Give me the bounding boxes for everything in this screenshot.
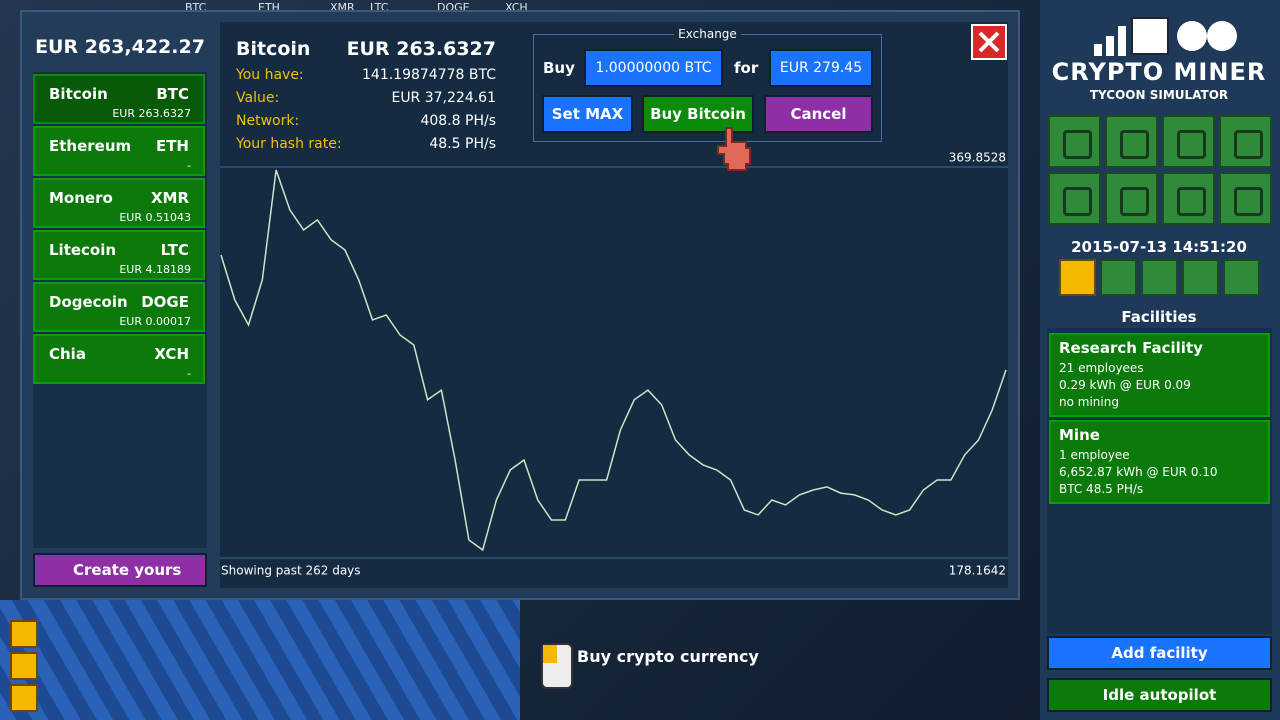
coin-title: Bitcoin <box>236 38 311 60</box>
coin-symbol: LTC <box>160 241 189 259</box>
coin-name: Chia <box>49 345 86 363</box>
tool-button[interactable] <box>10 652 38 680</box>
balance: EUR 263,422.27 <box>35 36 205 58</box>
coin-row[interactable]: Ethereum ETH - <box>33 126 205 176</box>
stat-label: Value: <box>236 90 280 106</box>
coin-symbol: XMR <box>150 189 189 207</box>
coin-price: EUR 263.6327 <box>112 107 191 120</box>
tool-button[interactable] <box>10 684 38 712</box>
speed-button[interactable] <box>1100 259 1137 296</box>
chart-caption: Showing past 262 days <box>221 564 361 578</box>
close-button[interactable] <box>971 24 1007 60</box>
cursor <box>717 127 751 171</box>
close-icon <box>978 31 1000 53</box>
coin-symbol: XCH <box>154 345 189 363</box>
coin-price: EUR 263.6327 <box>346 38 496 60</box>
datetime: 2015-07-13 14:51:20 <box>1071 238 1247 256</box>
price-chart: 369.8528 178.1642 Showing past 262 days <box>220 151 1008 578</box>
coin-row[interactable]: Litecoin LTC EUR 4.18189 <box>33 230 205 280</box>
coin-price: - <box>187 159 191 172</box>
mouse-button <box>543 645 557 663</box>
coin-symbol: DOGE <box>141 293 189 311</box>
add-facility-button[interactable]: Add facility <box>1047 636 1272 670</box>
for-label: for <box>734 59 759 77</box>
facility-line: 21 employees <box>1059 361 1144 375</box>
coin-name: Bitcoin <box>49 85 108 103</box>
stat-value: EUR 37,224.61 <box>391 90 496 106</box>
tool-button[interactable] <box>10 620 38 648</box>
toolbar <box>0 520 40 720</box>
coin-symbol: ETH <box>155 137 189 155</box>
coin-name: Dogecoin <box>49 293 128 311</box>
coin-name: Ethereum <box>49 137 132 155</box>
coin-price: EUR 0.51043 <box>119 211 191 224</box>
stat-value: 408.8 PH/s <box>420 113 496 129</box>
coin-list: Bitcoin BTC EUR 263.6327 Ethereum ETH - Mone… <box>33 72 207 548</box>
mouse-icon <box>541 643 573 689</box>
axis-max-label: 369.8528 <box>949 151 1006 165</box>
facility-line: 0.29 kWh @ EUR 0.09 <box>1059 378 1191 392</box>
hint: Buy crypto currency <box>577 647 759 666</box>
stat-label: Your hash rate: <box>236 136 342 152</box>
pause-button[interactable] <box>1059 259 1096 296</box>
coin-price: - <box>187 367 191 380</box>
marketing-button[interactable] <box>1105 172 1158 225</box>
stat-label: You have: <box>236 67 304 83</box>
logo-subtitle: TYCOON SIMULATOR <box>1089 88 1229 102</box>
coin-price: EUR 0.00017 <box>119 315 191 328</box>
coin-symbol: BTC <box>156 85 189 103</box>
shop-button[interactable] <box>1048 115 1101 168</box>
cancel-button[interactable]: Cancel <box>764 95 873 133</box>
facility-name: Research Facility <box>1059 339 1203 357</box>
exchange-title: Exchange <box>533 27 882 41</box>
price-line <box>220 169 1007 552</box>
coin-row[interactable]: Monero XMR EUR 0.51043 <box>33 178 205 228</box>
stat-value: 48.5 PH/s <box>429 136 496 152</box>
facility-card[interactable]: Mine 1 employee 6,652.87 kWh @ EUR 0.10 … <box>1049 420 1270 504</box>
server-racks <box>0 600 520 720</box>
axis-min-label: 178.1642 <box>949 564 1006 578</box>
coin-row[interactable]: Bitcoin BTC EUR 263.6327 <box>33 74 205 124</box>
coin-price: EUR 4.18189 <box>119 263 191 276</box>
coin-row[interactable]: Chia XCH - <box>33 334 205 384</box>
facility-line: no mining <box>1059 395 1119 409</box>
amount-input[interactable]: 1.00000000 BTC <box>584 49 723 87</box>
stat-label: Network: <box>236 113 300 129</box>
facility-name: Mine <box>1059 426 1100 444</box>
phone-button[interactable] <box>1219 115 1272 168</box>
research-button[interactable] <box>1162 172 1215 225</box>
logo-art <box>1094 17 1237 56</box>
logo-title: CRYPTO MINER <box>1051 58 1267 86</box>
button-label: Create yours <box>73 561 182 579</box>
speed-button[interactable] <box>1223 259 1260 296</box>
buy-button[interactable]: Buy Bitcoin <box>642 95 754 133</box>
facilities-title: Facilities <box>1121 308 1197 326</box>
cost-input[interactable]: EUR 279.45 <box>769 49 873 87</box>
settings-button[interactable] <box>1219 172 1272 225</box>
stat-value: 141.19874778 BTC <box>362 67 496 83</box>
coin-name: Monero <box>49 189 113 207</box>
facility-line: 1 employee <box>1059 448 1130 462</box>
facility-line: BTC 48.5 PH/s <box>1059 482 1144 496</box>
autopilot-button[interactable]: Idle autopilot <box>1047 678 1272 712</box>
facility-card[interactable]: Research Facility 21 employees 0.29 kWh … <box>1049 333 1270 417</box>
speed-button[interactable] <box>1141 259 1178 296</box>
set-max-button[interactable]: Set MAX <box>542 95 633 133</box>
speed-button[interactable] <box>1182 259 1219 296</box>
facility-line: 6,652.87 kWh @ EUR 0.10 <box>1059 465 1218 479</box>
facility-button[interactable] <box>1105 115 1158 168</box>
coin-name: Litecoin <box>49 241 117 259</box>
buy-label: Buy <box>543 59 575 77</box>
coin-row[interactable]: Dogecoin DOGE EUR 0.00017 <box>33 282 205 332</box>
crypto-button[interactable] <box>1162 115 1215 168</box>
staff-button[interactable] <box>1048 172 1101 225</box>
create-button[interactable]: Create yours <box>33 553 207 587</box>
title-text: Exchange <box>674 27 741 41</box>
